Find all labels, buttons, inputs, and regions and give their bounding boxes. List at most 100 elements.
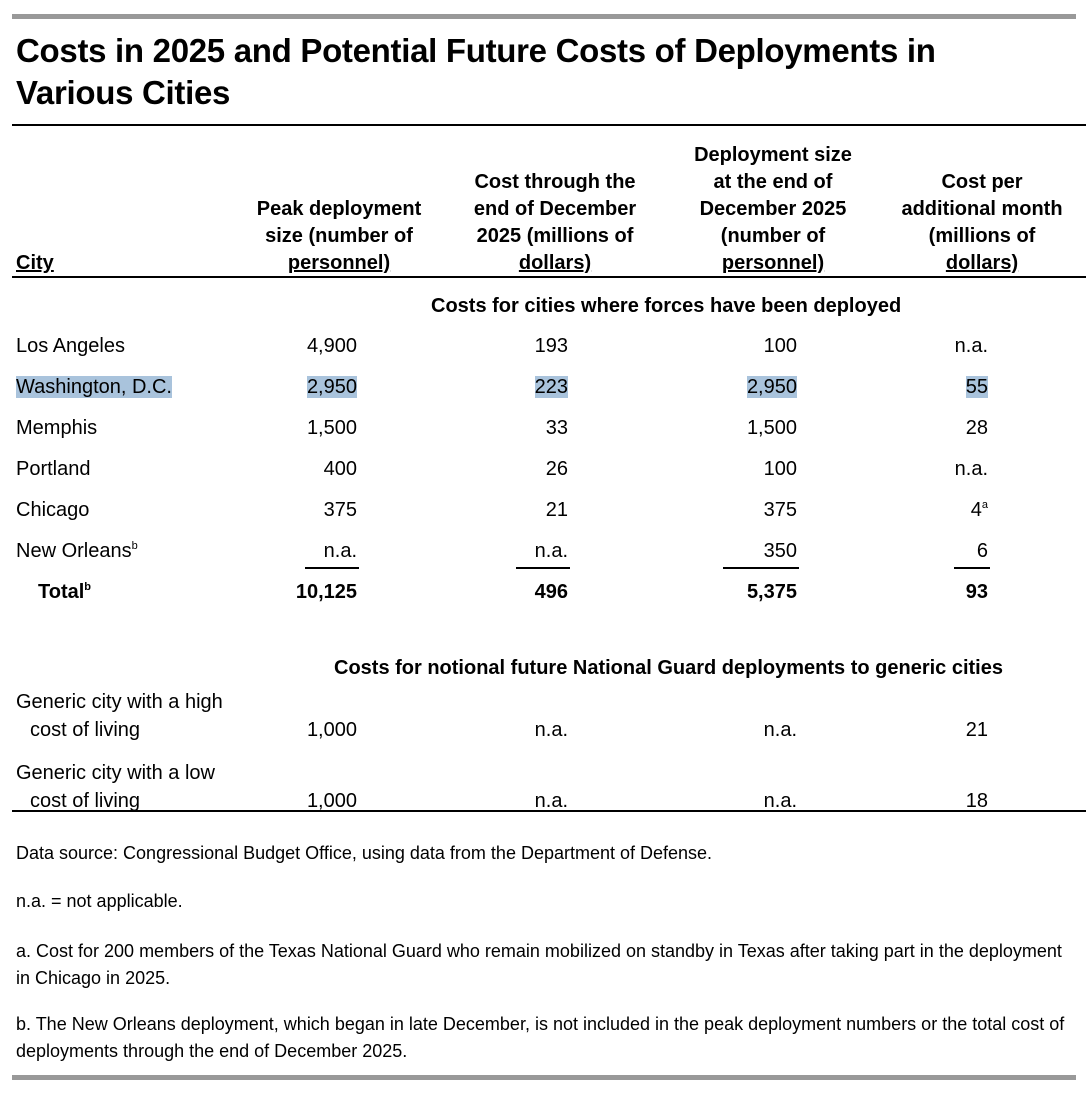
- header-peak-deployment-line: Peak deployment: [256, 198, 422, 220]
- chart-title: Costs in 2025 and Potential Future Costs…: [16, 30, 1016, 114]
- footnote-mark-a: a: [981, 499, 988, 511]
- generic-city-line-1: Generic city with a high: [16, 691, 223, 713]
- table-cell: 375: [764, 497, 797, 524]
- table-row-city: Memphis: [16, 415, 97, 442]
- table-cell: 100: [764, 456, 797, 483]
- table-cell: n.a.: [534, 719, 568, 741]
- note-b: b. The New Orleans deployment, which beg…: [16, 1014, 1065, 1061]
- header-cost-per-month-line: dollars): [945, 252, 1019, 274]
- cell-value: 4: [970, 499, 982, 521]
- total-value: 5,375: [746, 581, 797, 603]
- header-deployment-size-end-line: at the end of: [713, 171, 833, 193]
- table-cell: 193: [535, 333, 568, 360]
- title-rule: [12, 124, 1086, 126]
- table-cell: 223: [534, 374, 568, 401]
- table-cell: 4,900: [307, 333, 357, 360]
- header-cost-through-december-line: 2025 (millions of: [476, 225, 634, 247]
- table-cell: 2,950: [306, 374, 357, 401]
- cost-table: City Peak deployment size (number of person…: [12, 142, 1091, 812]
- table-cell: n.a.: [324, 538, 357, 565]
- header-peak-deployment-line: size (number of: [265, 225, 413, 247]
- footnote-mark-b: b: [131, 540, 138, 552]
- cell-value: 6: [976, 540, 988, 562]
- cell-value: 375: [323, 499, 357, 521]
- cell-value: n.a.: [323, 540, 357, 562]
- cell-value: 400: [323, 458, 357, 480]
- header-deployment-size-end: Deployment size at the end of December 202…: [653, 142, 893, 277]
- cell-value: 1,500: [746, 417, 797, 439]
- cell-value: 2,950: [306, 376, 357, 398]
- header-rule: [12, 276, 1086, 278]
- table-bottom-rule: [12, 810, 1086, 812]
- table-row-city: New Orleansb: [16, 538, 138, 565]
- table-cell: 4a: [971, 497, 988, 524]
- total-value: 10,125: [295, 581, 357, 603]
- top-rule: [12, 14, 1076, 19]
- cell-value: 4,900: [306, 335, 357, 357]
- header-deployment-size-end-line: (number of: [720, 225, 826, 247]
- table-cell: 6: [977, 538, 988, 565]
- cell-value: 28: [965, 417, 988, 439]
- city-name: Memphis: [16, 417, 98, 439]
- table-cell: 1,000: [306, 719, 357, 741]
- total-value: 496: [534, 581, 568, 603]
- table-cell: 1,000: [306, 790, 357, 812]
- table-cell: 21: [965, 719, 988, 741]
- cell-value: 26: [545, 458, 568, 480]
- section-generic-title: Costs for notional future National Guard…: [334, 657, 1003, 679]
- header-cost-through-december-line: end of December: [473, 198, 637, 220]
- header-cost-through-december: Cost through the end of December 2025 (mil…: [435, 169, 675, 277]
- table-cell: 33: [546, 415, 568, 442]
- cell-value: 375: [763, 499, 797, 521]
- table-cell: n.a.: [763, 719, 797, 741]
- table-row-city: Los Angeles: [16, 333, 125, 360]
- note-a: a. Cost for 200 members of the Texas Nat…: [16, 941, 1062, 988]
- generic-city-line-1: Generic city with a low: [16, 762, 215, 784]
- table-cell: 375: [324, 497, 357, 524]
- table-row-city: Portland: [16, 456, 91, 483]
- total-value: 93: [965, 581, 988, 603]
- generic-city-line-2: cost of living: [30, 719, 141, 741]
- note-source: Data source: Congressional Budget Office…: [16, 843, 713, 863]
- header-deployment-size-end-line: Deployment size: [694, 144, 852, 166]
- header-cost-per-month-line: Cost per: [941, 171, 1023, 193]
- table-cell: 26: [546, 456, 568, 483]
- cell-value: 33: [545, 417, 568, 439]
- cell-value: n.a.: [534, 540, 568, 562]
- table-cell: 18: [965, 790, 988, 812]
- table-cell: 55: [965, 374, 988, 401]
- bottom-rule: [12, 1075, 1076, 1080]
- header-cost-per-month: Cost per additional month (millions of doll…: [862, 169, 1091, 277]
- table-cell: 1,500: [307, 415, 357, 442]
- table-cell: n.a.: [955, 456, 988, 483]
- subtotal-rule: [516, 567, 570, 569]
- cell-value: 2,950: [746, 376, 797, 398]
- header-cost-through-december-line: dollars): [518, 252, 592, 274]
- header-deployment-size-end-line: personnel): [721, 252, 825, 274]
- city-name: New Orleans: [16, 540, 132, 562]
- cell-value: 55: [965, 376, 988, 398]
- total-text: Total: [38, 581, 85, 603]
- cell-value: 1,500: [306, 417, 357, 439]
- table-cell: 1,500: [747, 415, 797, 442]
- header-cost-through-december-line: Cost through the: [474, 171, 636, 193]
- city-name: Chicago: [16, 499, 90, 521]
- subtotal-rule: [954, 567, 990, 569]
- table-row-city: Washington, D.C.: [16, 374, 172, 401]
- section-deployed-title: Costs for cities where forces have been …: [431, 295, 902, 317]
- cell-value: 350: [763, 540, 797, 562]
- header-cost-per-month-line: additional month: [901, 198, 1063, 220]
- city-name: Los Angeles: [16, 335, 125, 357]
- cell-value: n.a.: [954, 335, 988, 357]
- cell-value: n.a.: [954, 458, 988, 480]
- header-peak-deployment: Peak deployment size (number of personnel): [219, 196, 459, 277]
- table-cell: 28: [966, 415, 988, 442]
- table-cell: 400: [324, 456, 357, 483]
- table-cell: n.a.: [534, 790, 568, 812]
- table-cell: 350: [764, 538, 797, 565]
- cell-value: 100: [763, 458, 797, 480]
- subtotal-rule: [723, 567, 799, 569]
- cell-value: 21: [545, 499, 568, 521]
- cell-value: 223: [534, 376, 568, 398]
- generic-city-line-2: cost of living: [30, 790, 141, 812]
